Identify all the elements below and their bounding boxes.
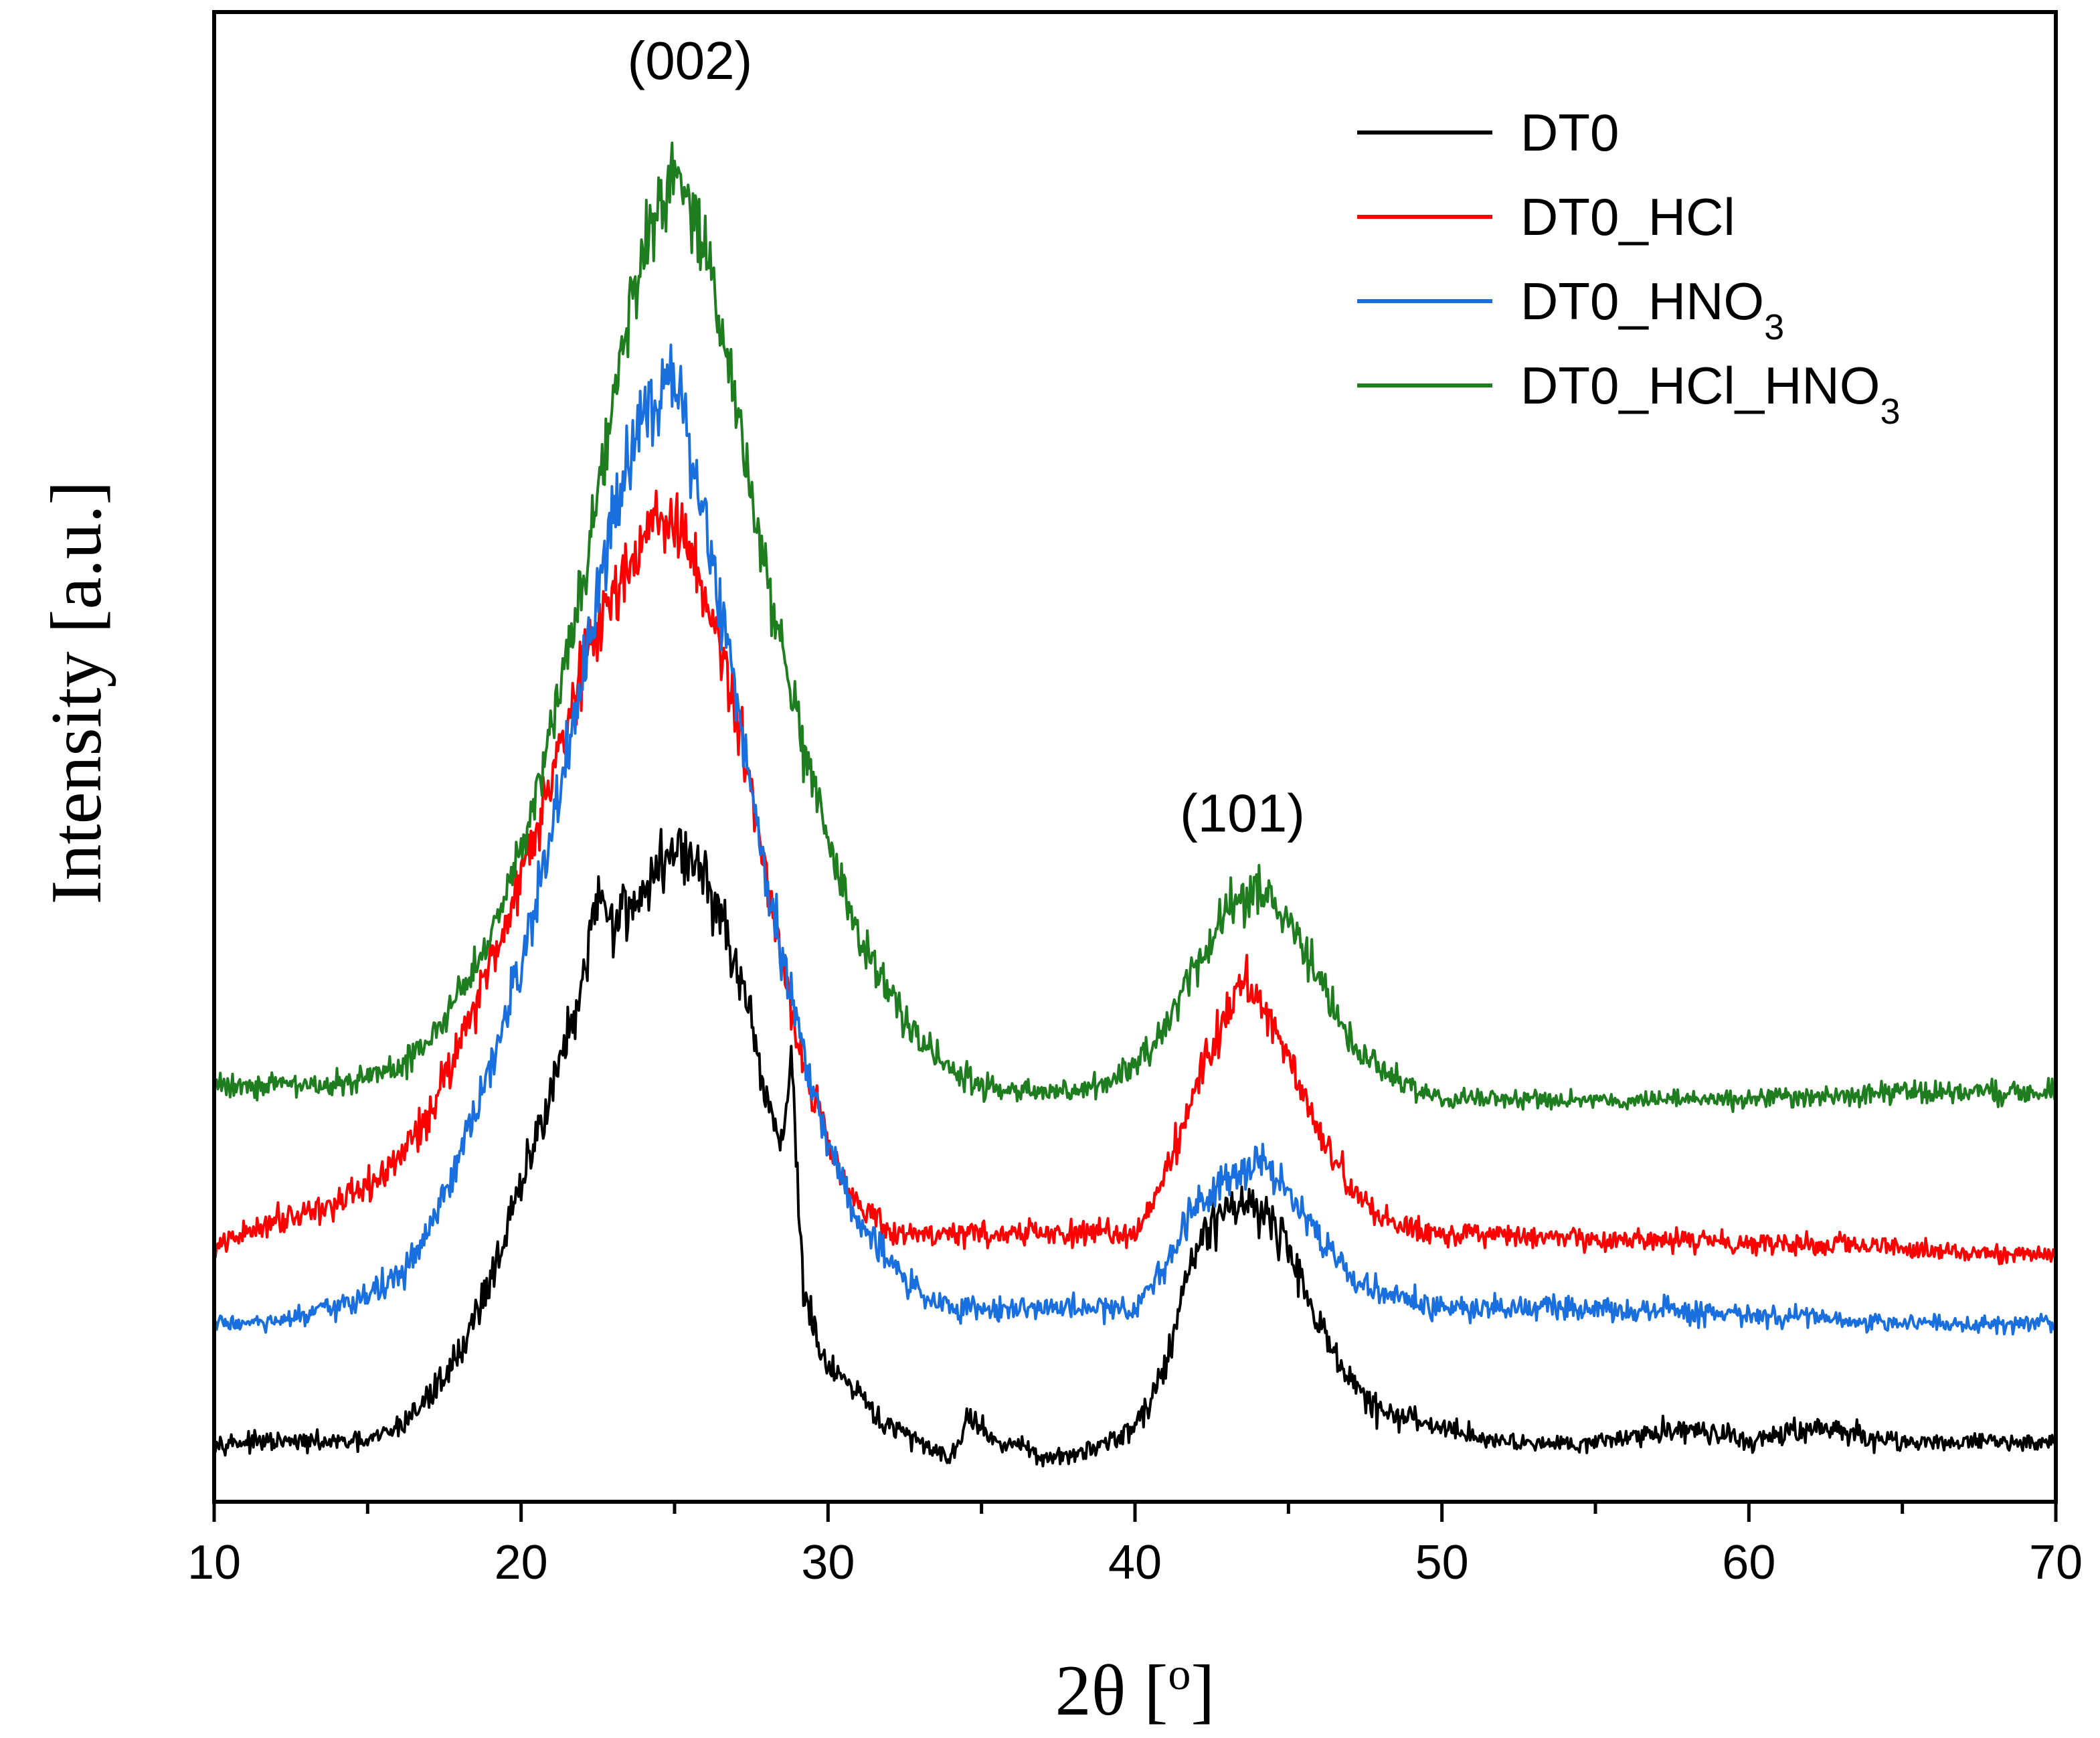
peak-annotations: (002) (101)	[628, 31, 1305, 843]
x-axis-ticks: 10 20 30 40 50 60 70	[187, 1502, 2083, 1589]
peak-label: (002)	[628, 31, 753, 90]
legend-label: DT0_HNO3	[1520, 272, 1784, 347]
series-line-dt0-hcl	[213, 489, 2057, 1266]
series-line-dt0-hcl-hno3	[213, 141, 2057, 1114]
legend-label: DT0	[1520, 103, 1619, 162]
legend-label: DT0_HCl	[1520, 187, 1735, 246]
x-tick-label: 20	[495, 1536, 548, 1589]
legend-label: DT0_HCl_HNO3	[1520, 356, 1900, 432]
x-tick-label: 60	[1722, 1536, 1775, 1589]
x-axis-title-degree: o	[1168, 1648, 1191, 1699]
x-axis-title-main: 2θ [	[1055, 1651, 1168, 1731]
series-line-dt0	[213, 828, 2057, 1468]
x-tick-label: 70	[2029, 1536, 2083, 1589]
series-line-dt0-hno3	[213, 343, 2057, 1336]
legend: DT0 DT0_HCl DT0_HNO3 DT0_HCl_HNO3	[1357, 103, 1900, 432]
y-axis-title: Intensity [a.u.]	[37, 481, 116, 905]
x-axis-title: 2θ [o]	[1055, 1648, 1215, 1731]
x-tick-label: 30	[801, 1536, 855, 1589]
peak-label: (101)	[1180, 783, 1305, 843]
x-tick-label: 50	[1415, 1536, 1469, 1589]
x-axis-title-end: ]	[1191, 1651, 1215, 1731]
x-tick-label: 40	[1108, 1536, 1162, 1589]
x-tick-label: 10	[187, 1536, 241, 1589]
series-layer	[213, 141, 2057, 1468]
